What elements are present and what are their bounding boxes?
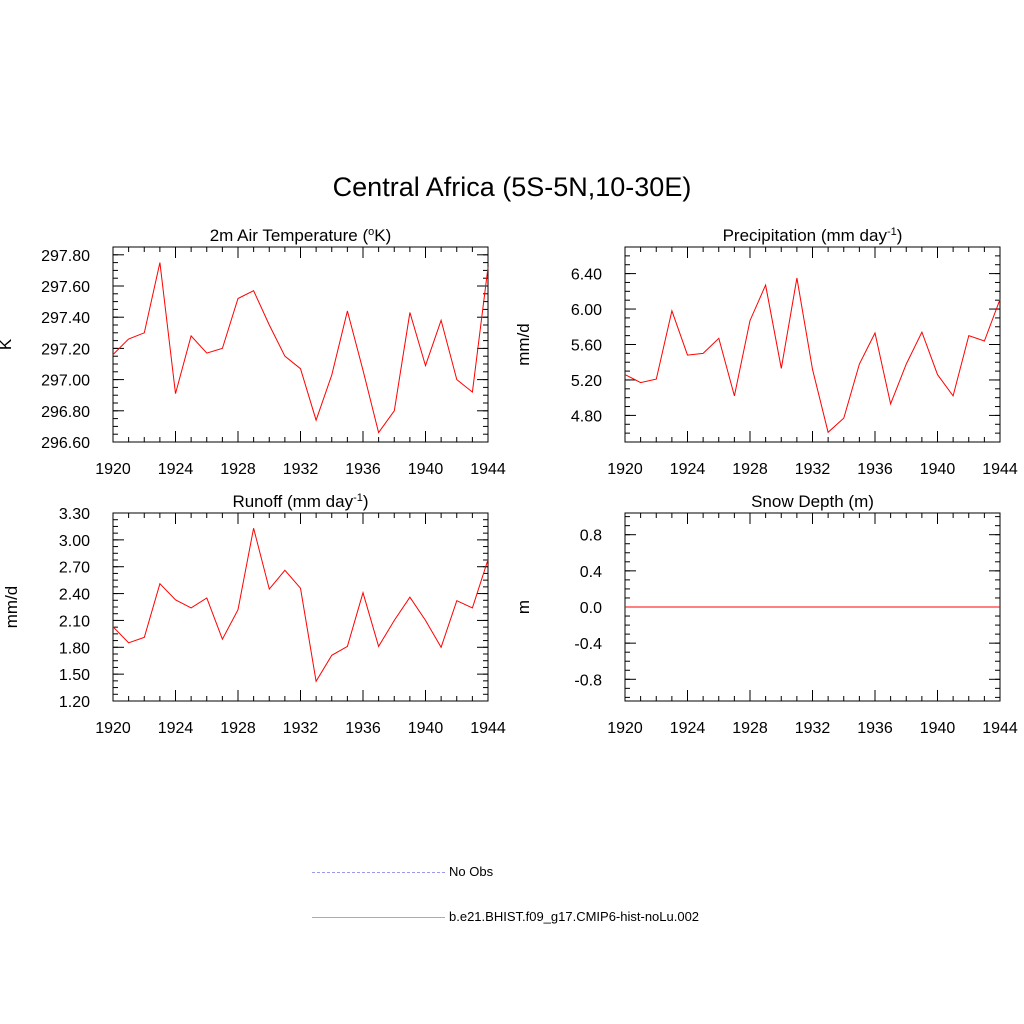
legend-label-obs: No Obs	[449, 864, 494, 879]
legend-swatch-obs	[312, 872, 445, 873]
panel-title: Precipitation (mm day-1)	[723, 226, 903, 245]
x-tick-label: 1928	[220, 461, 256, 478]
panel-title-sup: -1	[887, 226, 897, 238]
y-tick-label: 297.00	[41, 373, 90, 390]
x-tick-label: 1928	[732, 461, 768, 478]
x-tick-label: 1920	[607, 720, 643, 737]
x-tick-label: 1924	[670, 461, 706, 478]
y-tick-label: 3.00	[59, 533, 90, 550]
x-tick-label: 1944	[982, 461, 1018, 478]
panel-4: 1920 1924 1928 1932 1936 1940 1944 -0.8 -0.4 0.0 0…	[514, 492, 1018, 737]
y-tick-label: 3.30	[59, 506, 90, 523]
series-line	[624, 277, 1001, 434]
panel-title: 2m Air Temperature (oK)	[210, 226, 392, 245]
x-tick-label: 1920	[95, 461, 131, 478]
y-tick-label: 1.50	[59, 667, 90, 684]
panel-title: Runoff (mm day-1)	[232, 492, 368, 511]
plot-frame	[624, 246, 1001, 443]
x-tick-label: 1944	[470, 461, 506, 478]
x-tick-label: 1920	[95, 720, 131, 737]
y-tick-label: 1.80	[59, 640, 90, 657]
y-tick-label: 2.70	[59, 560, 90, 577]
x-tick-label: 1944	[982, 720, 1018, 737]
x-tick-label: 1928	[220, 720, 256, 737]
x-tick-label: 1924	[158, 720, 194, 737]
x-tick-label: 1940	[408, 461, 444, 478]
panel-title-end: )	[897, 226, 903, 245]
x-tick-label: 1936	[857, 720, 893, 737]
y-tick-label: 0.0	[580, 600, 602, 617]
panel-title-sup: o	[368, 226, 374, 238]
x-tick-label: 1932	[283, 720, 319, 737]
series-line	[112, 262, 489, 434]
y-tick-label: 0.4	[580, 564, 602, 581]
x-tick-label: 1936	[345, 720, 381, 737]
x-tick-label: 1940	[920, 720, 956, 737]
panel-title-main: 2m Air Temperature (	[210, 226, 369, 245]
y-axis-label: m	[514, 600, 533, 614]
x-tick-label: 1936	[345, 461, 381, 478]
y-tick-label: 297.80	[41, 248, 90, 265]
panel-title-sup: -1	[353, 492, 363, 504]
y-tick-label: 2.10	[59, 613, 90, 630]
x-tick-label: 1936	[857, 461, 893, 478]
panel-title-main: Precipitation (mm day	[723, 226, 888, 245]
panel-title: Snow Depth (m)	[751, 492, 874, 511]
y-tick-label: 297.20	[41, 341, 90, 358]
y-tick-label: 1.20	[59, 694, 90, 711]
plot-frame	[112, 512, 489, 702]
y-tick-label: -0.4	[574, 636, 602, 653]
x-tick-label: 1932	[795, 720, 831, 737]
y-axis-label: mm/d	[514, 323, 533, 366]
legend-swatch-model	[312, 917, 445, 918]
y-tick-label: 0.8	[580, 528, 602, 545]
y-tick-label: 6.40	[571, 267, 602, 284]
x-tick-label: 1940	[920, 461, 956, 478]
y-axis-label: mm/d	[2, 586, 21, 629]
y-tick-label: 4.80	[571, 408, 602, 425]
y-tick-label: 297.60	[41, 279, 90, 296]
x-tick-label: 1932	[283, 461, 319, 478]
y-tick-label: 5.60	[571, 338, 602, 355]
x-tick-label: 1932	[795, 461, 831, 478]
legend-label-model: b.e21.BHIST.f09_g17.CMIP6-hist-noLu.002	[449, 909, 700, 924]
x-tick-label: 1940	[408, 720, 444, 737]
y-tick-label: -0.8	[574, 672, 602, 689]
panel-1: 1920 1924 1928 1932 1936 1940 1944 296.60 296.80…	[0, 226, 506, 478]
y-tick-label: 6.00	[571, 302, 602, 319]
x-tick-label: 1928	[732, 720, 768, 737]
panel-2: 1920 1924 1928 1932 1936 1940 1944 4.80 5.20 5.60…	[514, 226, 1018, 478]
y-tick-label: 2.40	[59, 587, 90, 604]
y-axis-label: K	[0, 338, 15, 350]
panel-title-main: Snow Depth (m)	[751, 492, 874, 511]
y-tick-label: 296.60	[41, 435, 90, 452]
x-tick-label: 1920	[607, 461, 643, 478]
panel-title-main: Runoff (mm day	[232, 492, 353, 511]
figure-title: Central Africa (5S-5N,10-30E)	[332, 172, 692, 202]
y-tick-label: 5.20	[571, 373, 602, 390]
x-tick-label: 1924	[670, 720, 706, 737]
x-tick-label: 1924	[158, 461, 194, 478]
panel-title-end: K)	[374, 226, 391, 245]
series-line	[112, 528, 489, 683]
y-tick-label: 296.80	[41, 404, 90, 421]
panel-title-end: )	[363, 492, 369, 511]
y-tick-label: 297.40	[41, 310, 90, 327]
x-tick-label: 1944	[470, 720, 506, 737]
panel-3: 1920 1924 1928 1932 1936 1940 1944 1.20 1.50 1.80…	[2, 492, 506, 737]
